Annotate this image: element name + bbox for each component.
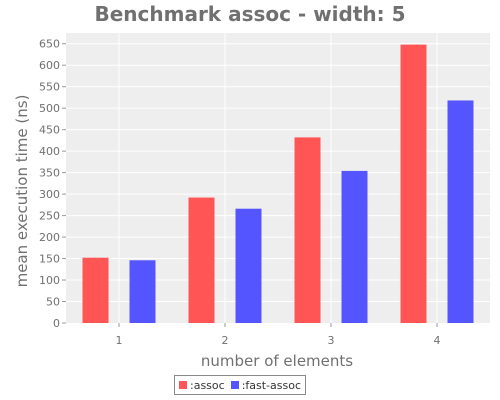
legend-swatch-fast-assoc (230, 381, 239, 389)
y-tick-label: 250 (39, 210, 60, 223)
legend-item-fast-assoc: :fast-assoc (230, 378, 302, 392)
y-tick-label: 200 (39, 231, 60, 244)
bar-fast-assoc-3 (341, 170, 368, 323)
y-tick-label: 100 (39, 274, 60, 287)
bar-assoc-1 (82, 257, 109, 323)
x-tick-label: 3 (328, 334, 335, 347)
bar-assoc-4 (400, 44, 427, 323)
y-tick-label: 300 (39, 188, 60, 201)
x-axis-ticks: 1 2 3 4 (116, 323, 441, 347)
x-tick-label: 2 (222, 334, 229, 347)
legend: :assoc :fast-assoc (174, 375, 307, 395)
legend-swatch-assoc (179, 381, 187, 389)
legend-label-assoc: :assoc (190, 378, 225, 392)
y-tick-label: 50 (46, 296, 60, 309)
y-tick-label: 450 (39, 124, 60, 137)
y-axis-ticks: 0 50 100 150 200 250 300 350 400 450 500 550 600 650 (39, 38, 66, 330)
y-tick-label: 650 (39, 38, 60, 51)
bar-assoc-2 (188, 197, 215, 323)
chart-title: Benchmark assoc - width: 5 (94, 2, 405, 26)
x-tick-label: 1 (116, 334, 123, 347)
bar-fast-assoc-2 (235, 208, 262, 323)
y-tick-label: 600 (39, 59, 60, 72)
y-tick-label: 0 (53, 317, 60, 330)
y-tick-label: 500 (39, 102, 60, 115)
bar-fast-assoc-1 (129, 260, 156, 323)
y-tick-label: 150 (39, 253, 60, 266)
y-tick-label: 400 (39, 145, 60, 158)
bar-fast-assoc-4 (447, 100, 474, 324)
bars (82, 44, 474, 324)
y-tick-label: 350 (39, 167, 60, 180)
bar-assoc-3 (294, 137, 321, 323)
x-axis-label: number of elements (201, 352, 353, 370)
y-axis-label: mean execution time (ns) (13, 95, 31, 288)
legend-label-fast-assoc: :fast-assoc (241, 378, 302, 392)
y-tick-label: 550 (39, 81, 60, 94)
legend-item-assoc: :assoc (179, 379, 225, 392)
x-tick-label: 4 (434, 334, 441, 347)
